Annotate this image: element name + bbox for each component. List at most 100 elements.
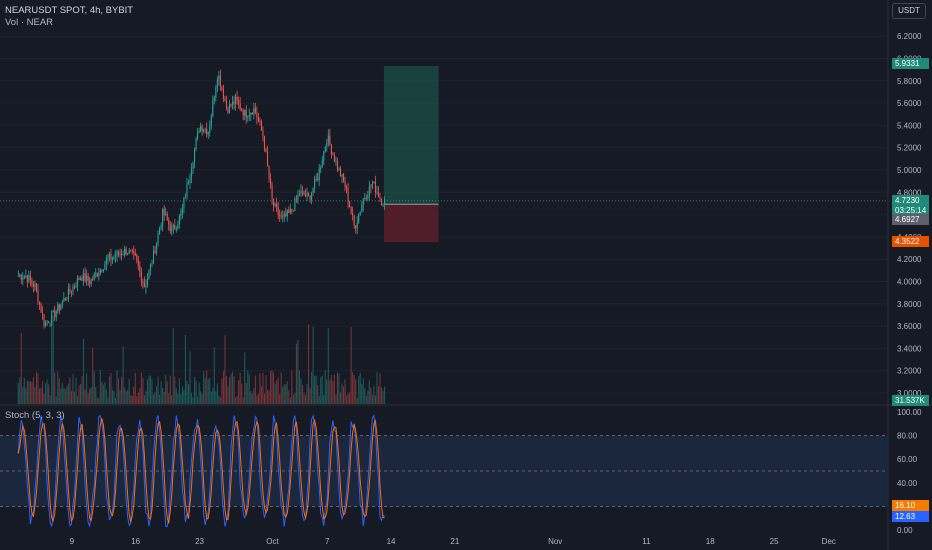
candle-body <box>346 186 348 189</box>
volume-bar <box>143 395 145 404</box>
stop-price-tag: 4.3522 <box>892 236 929 247</box>
candle-body <box>374 181 376 193</box>
candle-body <box>42 312 44 315</box>
candle-body <box>268 165 270 179</box>
volume-bar <box>116 370 118 404</box>
volume-bar <box>23 377 25 404</box>
volume-bar <box>308 324 310 404</box>
volume-bar <box>127 390 129 404</box>
volume-bar <box>355 379 357 404</box>
candle-body <box>70 291 72 293</box>
stoch-legend[interactable]: Stoch (5, 3, 3) <box>5 410 65 421</box>
candle-body <box>359 211 361 215</box>
volume-bar <box>166 381 168 404</box>
volume-bar <box>347 393 349 404</box>
volume-bar <box>22 386 24 404</box>
candle-body <box>99 269 101 274</box>
volume-bar <box>92 347 94 404</box>
candle-body <box>23 276 25 279</box>
volume-bar <box>87 393 89 404</box>
candle-body <box>113 256 115 258</box>
volume-bar <box>90 387 92 404</box>
candle-body <box>370 186 372 188</box>
stoch-tick-label: 60.00 <box>897 455 918 464</box>
candle-body <box>172 225 174 228</box>
candle-body <box>149 263 152 270</box>
candle-body <box>20 275 22 280</box>
volume-bar <box>233 376 235 404</box>
volume-bar <box>134 372 136 404</box>
candle-body <box>134 253 136 256</box>
volume-bar <box>335 394 337 404</box>
volume-bar <box>51 319 53 404</box>
volume-bar <box>118 378 120 404</box>
volume-bar <box>298 370 300 404</box>
volume-bar <box>37 373 39 404</box>
candle-body <box>271 185 273 199</box>
candle-body <box>304 194 307 197</box>
volume-bar <box>362 378 364 404</box>
volume-bar <box>289 397 291 404</box>
price-tick-label: 6.2000 <box>897 32 922 41</box>
candle-body <box>25 275 27 277</box>
candle-body <box>329 135 331 145</box>
candle-body <box>178 216 180 225</box>
candle-body <box>379 197 381 199</box>
candle-body <box>291 209 293 211</box>
candle-body <box>244 109 246 116</box>
volume-bars <box>17 315 386 404</box>
candle-body <box>232 101 234 106</box>
volume-bar <box>180 394 182 404</box>
candle-body <box>362 199 364 206</box>
currency-button[interactable]: USDT <box>892 3 926 19</box>
candle-body <box>262 130 264 137</box>
volume-bar <box>48 384 50 404</box>
candle-body <box>201 126 203 132</box>
volume-bar <box>276 380 278 404</box>
volume-bar <box>43 393 45 404</box>
candle-body <box>76 278 79 287</box>
volume-legend[interactable]: Vol · NEAR <box>5 17 54 28</box>
volume-bar <box>254 375 256 404</box>
volume-bar <box>285 384 287 404</box>
candle-body <box>332 153 334 156</box>
price-tick-label: 4.2000 <box>897 255 922 264</box>
volume-bar <box>168 393 170 404</box>
volume-bar <box>327 328 329 404</box>
volume-bar <box>131 395 133 404</box>
time-tick-label: Dec <box>822 537 836 546</box>
candle-body <box>189 176 191 183</box>
volume-bar <box>105 389 107 404</box>
volume-bar <box>295 343 297 404</box>
candle-body <box>279 214 281 217</box>
candle-body <box>356 222 358 229</box>
volume-bar <box>206 370 208 404</box>
candle-body <box>146 278 148 286</box>
time-tick-label: 16 <box>131 537 140 546</box>
candle-body <box>130 250 132 251</box>
candle-body <box>122 254 124 256</box>
symbol-legend[interactable]: NEARUSDT SPOT, 4h, BYBIT <box>5 5 134 16</box>
volume-bar <box>54 372 56 404</box>
volume-bar <box>83 338 85 404</box>
volume-bar <box>34 387 36 404</box>
volume-bar <box>101 382 103 404</box>
volume-bar <box>251 393 253 404</box>
volume-bar <box>35 372 38 404</box>
volume-bar <box>198 382 200 404</box>
volume-bar <box>353 375 355 404</box>
price-tick-label: 5.0000 <box>897 166 922 175</box>
volume-bar <box>210 391 212 404</box>
candle-body <box>245 109 247 118</box>
candle-body <box>342 174 345 182</box>
volume-bar <box>215 391 217 404</box>
volume-bar <box>174 376 176 404</box>
long-position-tool[interactable] <box>383 65 439 243</box>
candle-body <box>349 201 351 208</box>
candle-body <box>274 203 276 206</box>
candle-body <box>83 273 85 281</box>
candle-body <box>222 89 224 99</box>
time-axis[interactable]: 9 16 23 Oct 7 14 21 Nov 11 18 25 Dec <box>70 537 836 546</box>
candle-body <box>29 275 31 281</box>
